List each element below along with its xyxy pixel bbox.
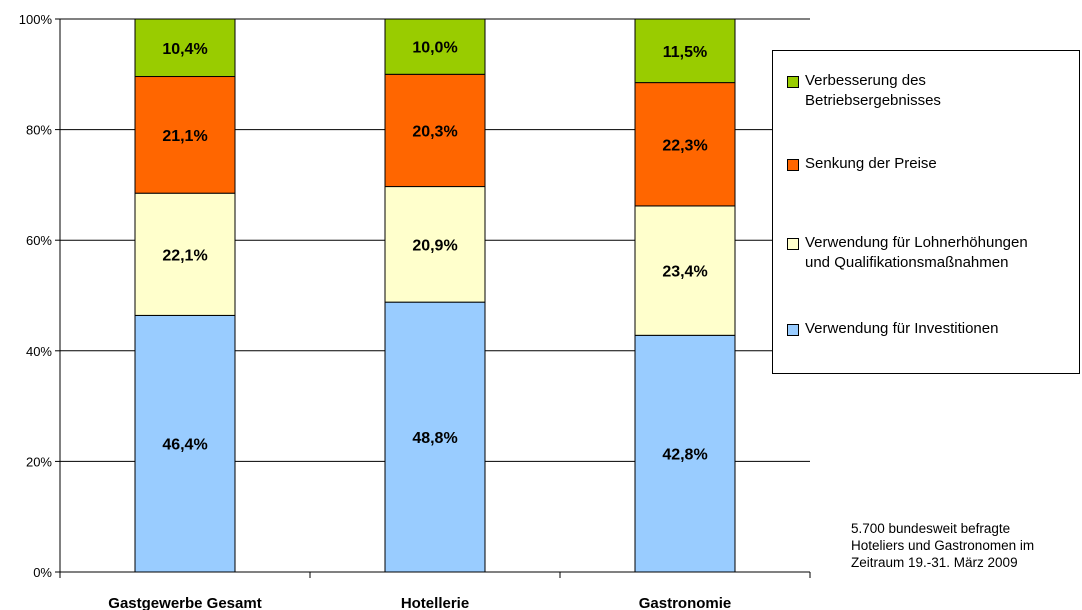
data-label: 23,4% bbox=[662, 264, 707, 281]
data-label: 11,5% bbox=[663, 44, 707, 61]
y-tick-label: 60% bbox=[26, 233, 52, 248]
legend-item: Verwendung für Investitionen bbox=[787, 319, 998, 339]
legend-item: Verbesserung des Betriebsergebnisses bbox=[787, 71, 941, 111]
survey-note: 5.700 bundesweit befragte Hoteliers und … bbox=[851, 520, 1034, 571]
bar-segment bbox=[384, 186, 486, 303]
y-tick-label: 40% bbox=[26, 344, 52, 359]
bar-segment bbox=[634, 334, 736, 573]
legend-item: Senkung der Preise bbox=[787, 154, 937, 174]
data-label: 46,4% bbox=[162, 437, 207, 454]
legend-label: Verwendung für Lohnerhöhungen und Qualif… bbox=[805, 234, 1028, 271]
legend-label: Verwendung für Investitionen bbox=[805, 320, 999, 337]
survey-note-line-2: Hoteliers und Gastronomen im bbox=[851, 538, 1035, 553]
data-label: 10,4% bbox=[162, 41, 207, 58]
data-label: 10,0% bbox=[412, 40, 457, 57]
category-label: Gastronomie bbox=[639, 595, 732, 610]
data-label: 42,8% bbox=[662, 447, 707, 464]
y-tick-label: 100% bbox=[19, 12, 53, 27]
category-label: Hotellerie bbox=[401, 595, 469, 610]
y-tick-label: 20% bbox=[26, 454, 52, 469]
bar-segment bbox=[384, 73, 486, 188]
data-label: 20,9% bbox=[412, 237, 457, 254]
survey-note-line-1: 5.700 bundesweit befragte bbox=[851, 521, 1011, 536]
data-label: 48,8% bbox=[412, 430, 457, 447]
bar-segment bbox=[134, 18, 236, 78]
legend-swatch bbox=[787, 238, 799, 250]
bar-segment bbox=[634, 18, 736, 84]
data-label: 21,1% bbox=[162, 128, 207, 145]
bar-segment bbox=[634, 82, 736, 207]
bar-segment bbox=[134, 192, 236, 316]
legend-label: Verbesserung des Betriebsergebnisses bbox=[805, 72, 941, 109]
bar-segment bbox=[134, 314, 236, 573]
legend-swatch bbox=[787, 159, 799, 171]
survey-note-line-3: Zeitraum 19.-31. März 2009 bbox=[851, 555, 1018, 570]
data-label: 22,3% bbox=[662, 137, 707, 154]
legend-label: Senkung der Preise bbox=[805, 155, 937, 172]
data-label: 22,1% bbox=[162, 247, 207, 264]
bar-segment bbox=[634, 205, 736, 336]
legend-swatch bbox=[787, 76, 799, 88]
bar-segment bbox=[384, 18, 486, 75]
data-label: 20,3% bbox=[412, 123, 457, 140]
y-tick-label: 80% bbox=[26, 123, 52, 138]
bar-segment bbox=[134, 76, 236, 194]
category-label: Gastgewerbe Gesamt bbox=[108, 595, 261, 610]
legend: Verbesserung des Betriebsergebnisses Senk… bbox=[772, 50, 1080, 374]
legend-swatch bbox=[787, 324, 799, 336]
bar-segment bbox=[384, 301, 486, 573]
legend-item: Verwendung für Lohnerhöhungen und Qualif… bbox=[787, 233, 1028, 273]
y-tick-label: 0% bbox=[33, 565, 52, 580]
